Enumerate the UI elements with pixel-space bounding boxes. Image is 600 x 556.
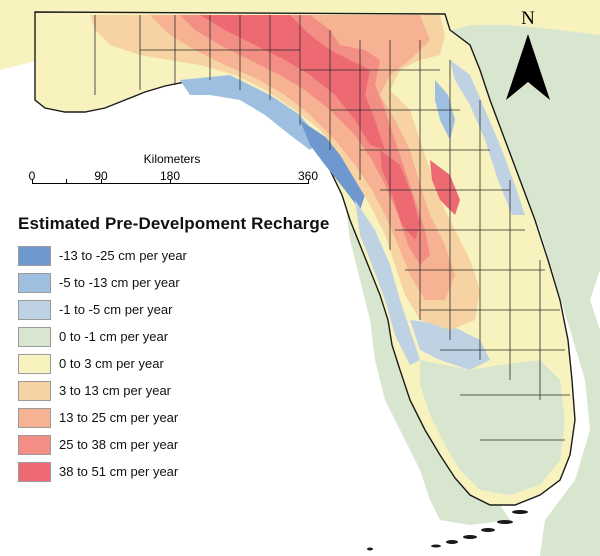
recharge-zone-high: [150, 15, 455, 300]
county-boundaries: [94, 15, 570, 441]
legend-swatch: [18, 435, 51, 455]
legend-label: -5 to -13 cm per year: [59, 275, 180, 290]
legend-swatch: [18, 381, 51, 401]
legend-item: 13 to 25 cm per year: [18, 408, 329, 435]
legend-item: -5 to -13 cm per year: [18, 273, 329, 300]
scale-bar: Kilometers 0 90 180 360: [22, 150, 322, 190]
discharge-zone-east-coast: [450, 60, 525, 215]
legend-swatch: [18, 300, 51, 320]
north-arrow-label: N: [521, 8, 535, 29]
recharge-zone-moderate: [90, 15, 480, 330]
scale-bar-tick: [101, 179, 102, 184]
legend-title: Estimated Pre-Develpoment Recharge: [18, 214, 330, 233]
legend-label: -13 to -25 cm per year: [59, 248, 187, 263]
legend-label: 0 to -1 cm per year: [59, 329, 169, 344]
legend-swatch: [18, 354, 51, 374]
scale-bar-title: Kilometers: [143, 152, 201, 166]
discharge-zone-south: [410, 320, 490, 370]
low-recharge-zone-south: [420, 360, 565, 495]
recharge-zone-highest-north: [200, 15, 385, 150]
scale-tick-label: 90: [94, 169, 108, 183]
north-arrow-icon: [506, 34, 550, 100]
legend-item: -13 to -25 cm per year: [18, 246, 329, 273]
legend-label: -1 to -5 cm per year: [59, 302, 173, 317]
north-arrow: N: [498, 8, 558, 108]
legend-item: 38 to 51 cm per year: [18, 462, 329, 489]
discharge-zone-bigbend: [300, 120, 365, 210]
legend-item: 0 to 3 cm per year: [18, 354, 329, 381]
scale-bar-tick: [308, 179, 309, 184]
legend-swatch: [18, 408, 51, 428]
legend-label: 3 to 13 cm per year: [59, 383, 171, 398]
discharge-zone-west-coast: [355, 200, 420, 365]
atlantic-buffer-zone: [420, 25, 600, 556]
legend-swatch: [18, 273, 51, 293]
scale-tick-label: 360: [297, 169, 319, 183]
scale-bar-tick: [32, 179, 33, 184]
legend-label: 25 to 38 cm per year: [59, 437, 179, 452]
recharge-zone-highest-ridge: [430, 160, 460, 215]
scale-bar-tick: [170, 179, 171, 184]
legend-item: 25 to 38 cm per year: [18, 435, 329, 462]
legend-item: 3 to 13 cm per year: [18, 381, 329, 408]
scale-tick-label: 0: [28, 169, 36, 183]
scale-bar-tick: [66, 179, 67, 184]
discharge-zone-panhandle: [180, 75, 320, 150]
legend-item: -1 to -5 cm per year: [18, 300, 329, 327]
legend-item: 0 to -1 cm per year: [18, 327, 329, 354]
legend-swatch: [18, 246, 51, 266]
legend-label: 0 to 3 cm per year: [59, 356, 164, 371]
florida-keys: [367, 510, 528, 551]
map-legend: Estimated Pre-Develpoment Recharge -13 t…: [18, 214, 329, 489]
legend-swatch: [18, 462, 51, 482]
legend-label: 13 to 25 cm per year: [59, 410, 179, 425]
scale-tick-label: 180: [159, 169, 181, 183]
legend-items: -13 to -25 cm per year -5 to -13 cm per y…: [18, 246, 329, 489]
legend-label: 38 to 51 cm per year: [59, 464, 179, 479]
legend-swatch: [18, 327, 51, 347]
